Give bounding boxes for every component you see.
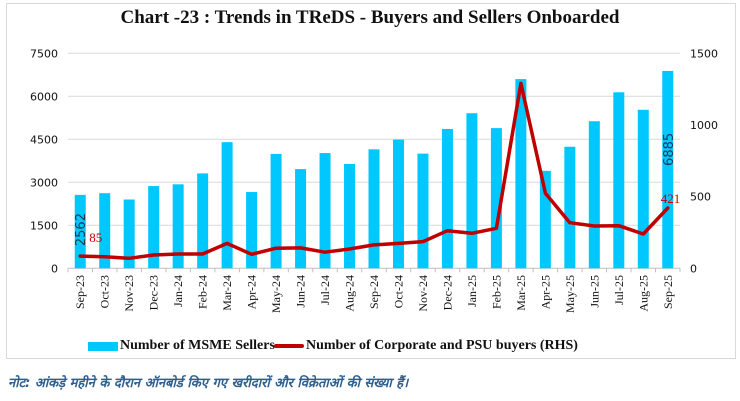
x-axis-tick-label: Apr-25 xyxy=(538,275,552,309)
x-axis-tick-label: Jun-25 xyxy=(587,275,601,308)
x-axis-tick-label: Dec-24 xyxy=(440,275,454,310)
x-axis-tick-label: Feb-25 xyxy=(489,275,503,309)
data-label-buyers: 85 xyxy=(89,230,102,245)
chart-title: Chart -23 : Trends in TReDS - Buyers and… xyxy=(120,7,620,28)
data-label-sellers: 6885 xyxy=(662,133,677,166)
bar-sep-23 xyxy=(74,194,86,269)
x-axis-tick-label: Aug-24 xyxy=(343,275,357,312)
x-axis-tick-label: Oct-24 xyxy=(391,275,405,308)
bar-aug-24 xyxy=(344,163,356,269)
bar-sep-24 xyxy=(368,149,380,269)
x-axis-tick-label: Mar-25 xyxy=(514,275,528,311)
x-axis-tick-label: Jan-25 xyxy=(465,275,479,307)
chart-plot: 0 1500 3000 4500 6000 7500 0 500 1000 1500 Sep-23 O… xyxy=(30,47,718,313)
legend-swatch-line xyxy=(274,344,304,348)
bar-sep-25 xyxy=(662,70,674,269)
bar-apr-24 xyxy=(246,192,258,269)
x-axis-tick-label: Jan-24 xyxy=(171,275,185,307)
left-axis-tick-label: 1500 xyxy=(30,219,58,232)
bar-mar-25 xyxy=(515,79,527,269)
bar-nov-24 xyxy=(417,153,429,269)
data-label-sellers: 2562 xyxy=(74,213,89,246)
x-axis-tick-label: Dec-23 xyxy=(147,275,161,310)
x-axis-tick-label: Jul-25 xyxy=(612,275,626,305)
x-axis-tick-label: Mar-24 xyxy=(220,275,234,311)
legend-label: Number of MSME Sellers xyxy=(120,338,275,353)
bar-jul-24 xyxy=(319,153,331,269)
data-label-buyers: 421 xyxy=(661,191,681,206)
x-axis-tick-label: Nov-24 xyxy=(416,275,430,312)
x-axis-tick-label: Jul-24 xyxy=(318,275,332,305)
chart-frame xyxy=(6,3,736,359)
bar-jun-24 xyxy=(295,169,307,269)
x-axis-tick-label: May-25 xyxy=(563,275,577,313)
legend-item-buyers: Number of Corporate and PSU buyers (RHS) xyxy=(274,338,578,354)
left-axis-tick-label: 4500 xyxy=(30,133,58,146)
bar-may-25 xyxy=(564,146,576,269)
bar-aug-25 xyxy=(637,109,649,269)
x-axis-tick-label: Aug-25 xyxy=(636,275,650,312)
right-axis-tick-label: 1500 xyxy=(690,47,718,60)
bar-may-24 xyxy=(270,153,282,269)
right-axis-tick-label: 500 xyxy=(690,191,711,204)
x-axis-tick-label: May-24 xyxy=(269,275,283,313)
bar-jan-24 xyxy=(172,184,184,269)
bar-jan-25 xyxy=(466,113,478,269)
x-axis-tick-label: Apr-24 xyxy=(245,275,259,309)
right-axis-tick-label: 0 xyxy=(690,262,697,275)
footnote: नोट: आंकड़े महीने के दौरान ऑनबोर्ड किए ग… xyxy=(8,376,409,391)
bar-jul-25 xyxy=(613,92,625,269)
left-axis-tick-label: 0 xyxy=(51,262,58,275)
left-axis-tick-label: 7500 xyxy=(30,47,58,60)
x-axis-tick-label: Nov-23 xyxy=(122,275,136,312)
bar-mar-24 xyxy=(221,142,233,269)
x-axis-tick-label: Jun-24 xyxy=(294,275,308,308)
right-axis-tick-label: 1000 xyxy=(690,119,718,132)
bar-apr-25 xyxy=(539,170,551,269)
bar-feb-25 xyxy=(490,128,502,269)
left-axis-tick-label: 3000 xyxy=(30,176,58,189)
x-axis-tick-label: Sep-24 xyxy=(367,275,381,309)
bar-nov-23 xyxy=(123,199,135,269)
legend-swatch-bar xyxy=(88,341,118,351)
bar-jun-25 xyxy=(588,121,600,269)
x-axis-tick-label: Sep-23 xyxy=(73,275,87,309)
bar-feb-24 xyxy=(197,173,209,269)
bar-dec-23 xyxy=(148,186,160,269)
x-axis-tick-label: Sep-25 xyxy=(661,275,675,309)
left-axis-tick-label: 6000 xyxy=(30,90,58,103)
x-axis-tick-label: Feb-24 xyxy=(196,275,210,309)
legend-item-msme-sellers: Number of MSME Sellers xyxy=(88,338,275,354)
bar-oct-23 xyxy=(99,193,111,269)
x-axis-tick-label: Oct-23 xyxy=(98,275,112,308)
bar-oct-24 xyxy=(392,139,404,269)
bar-dec-24 xyxy=(441,128,453,269)
legend-label: Number of Corporate and PSU buyers (RHS) xyxy=(306,338,578,353)
